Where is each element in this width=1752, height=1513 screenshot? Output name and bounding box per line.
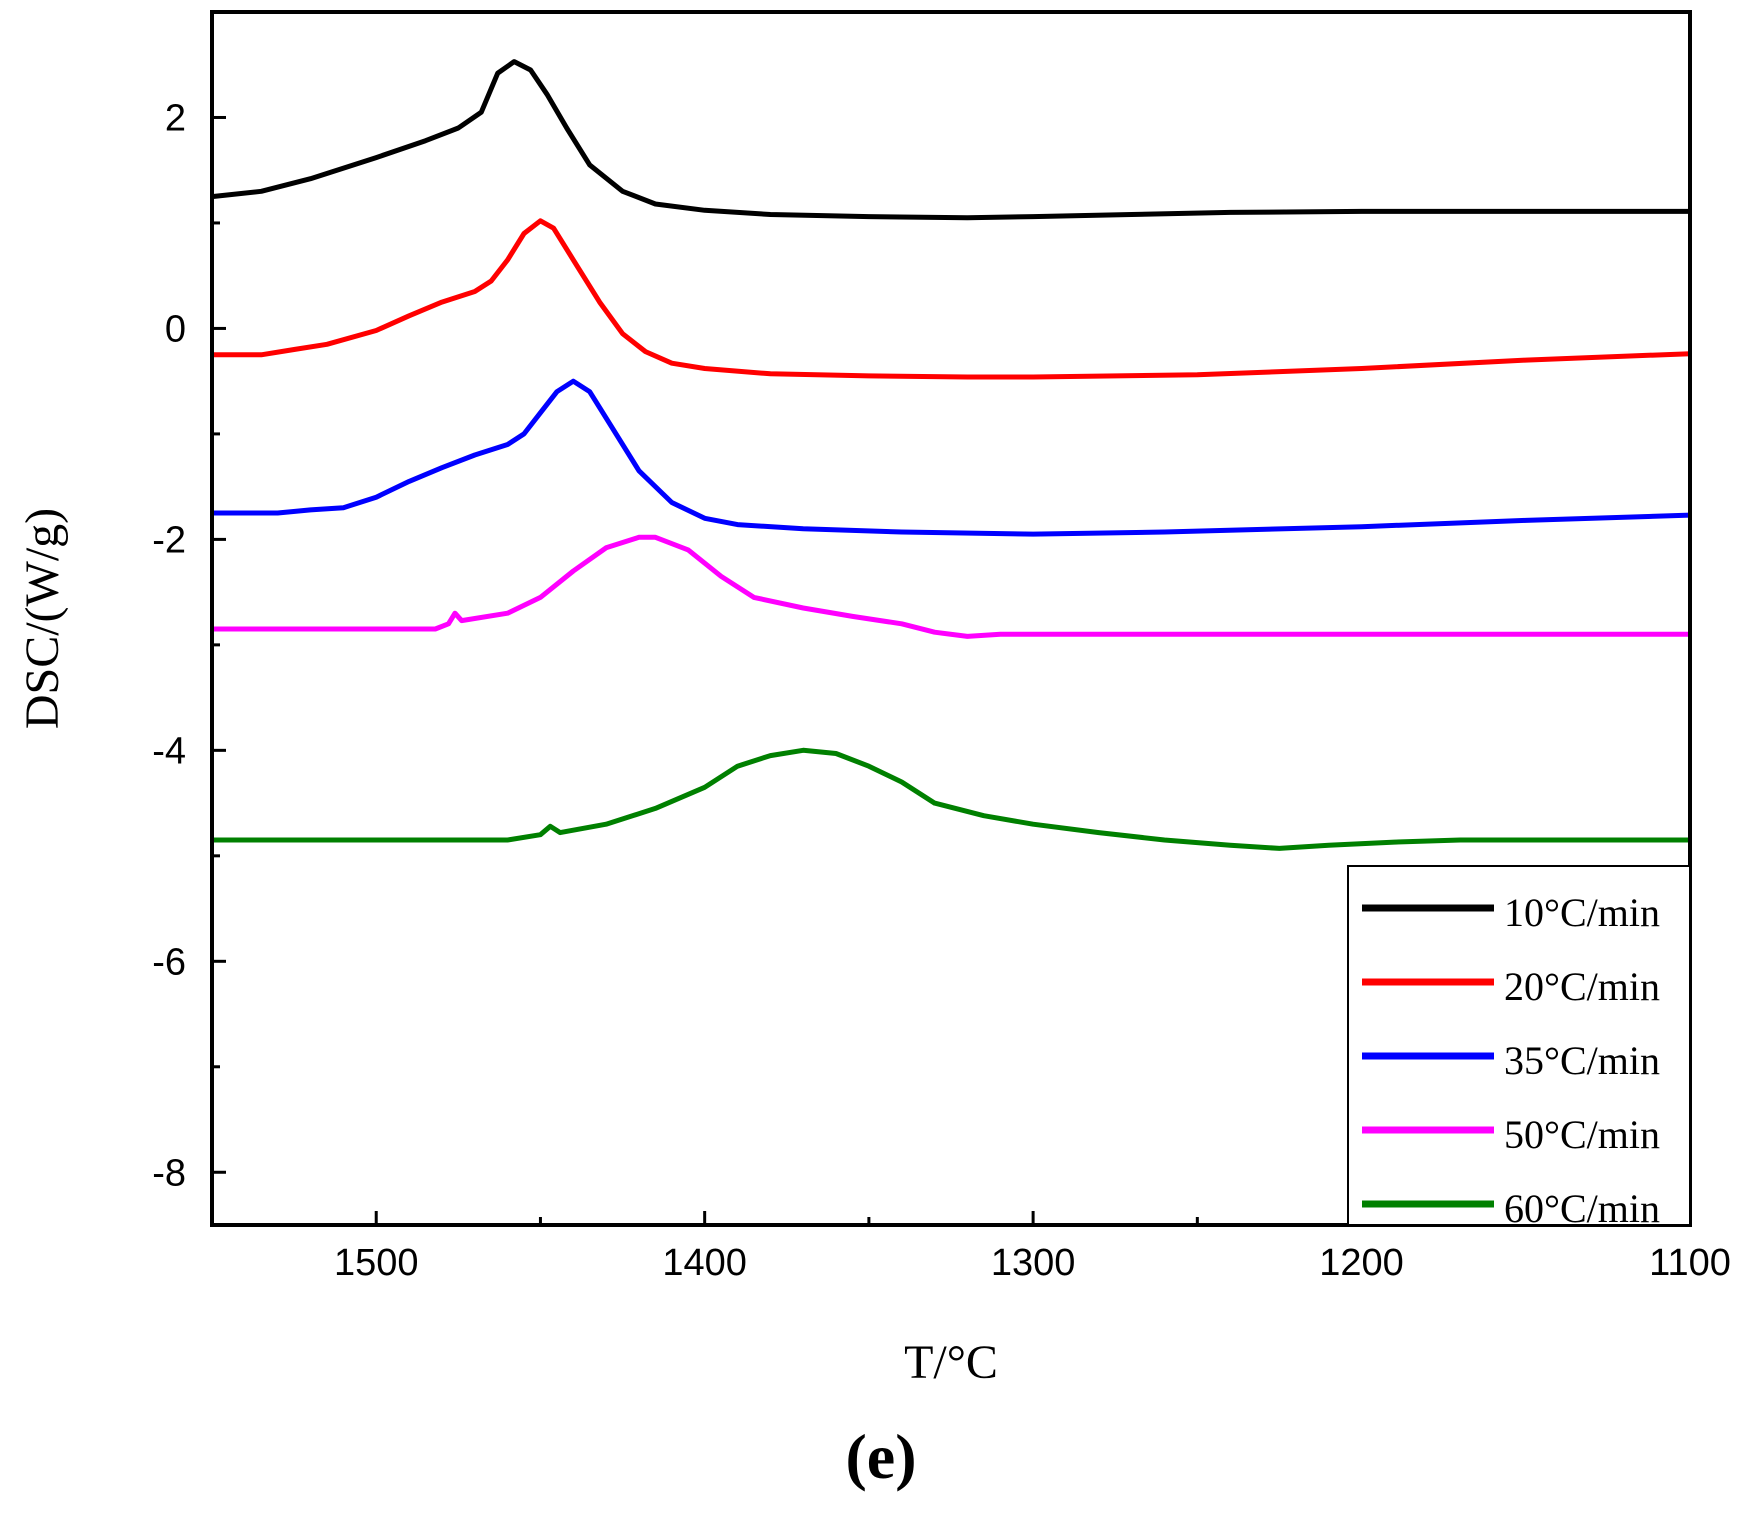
y-tick-label: -2 [152, 519, 186, 561]
x-tick-label: 1400 [662, 1242, 747, 1284]
x-tick-label: 1300 [991, 1242, 1076, 1284]
plot-lines [211, 59, 1691, 851]
series-line-4 [212, 534, 1690, 639]
y-axis-title: DSC/(W/g) [16, 508, 69, 729]
x-tick-label: 1200 [1319, 1242, 1404, 1284]
x-tick-label: 1100 [1649, 1242, 1731, 1284]
y-tick-label: 0 [165, 308, 186, 350]
series-line-2 [212, 218, 1691, 380]
tick-labels: 1500 1400 1300 1200 1100 2 0 -2 -4 -6 -8 [152, 97, 1731, 1284]
y-tick-label: 2 [165, 97, 186, 139]
legend-box [1347, 865, 1691, 1226]
legend-label: 60°C/min [1504, 1186, 1660, 1231]
series-line-1 [211, 59, 1690, 221]
plot-frame [210, 10, 1692, 1227]
legend-label: 50°C/min [1504, 1112, 1660, 1157]
panel-label: (e) [845, 1421, 916, 1492]
legend-label: 20°C/min [1504, 964, 1660, 1009]
series-line-3 [212, 378, 1691, 537]
legend-label: 35°C/min [1504, 1038, 1660, 1083]
legend-label: 10°C/min [1504, 890, 1660, 935]
series-line-5 [212, 747, 1690, 851]
y-tick-label: -4 [152, 730, 186, 772]
x-tick-label: 1500 [334, 1242, 419, 1284]
y-tick-label: -6 [152, 941, 186, 983]
x-axis-title: T/°C [904, 1336, 998, 1389]
legend: 10°C/min 20°C/min 35°C/min 50°C/min 60°C/min [1347, 865, 1691, 1231]
y-tick-label: -8 [152, 1152, 186, 1194]
